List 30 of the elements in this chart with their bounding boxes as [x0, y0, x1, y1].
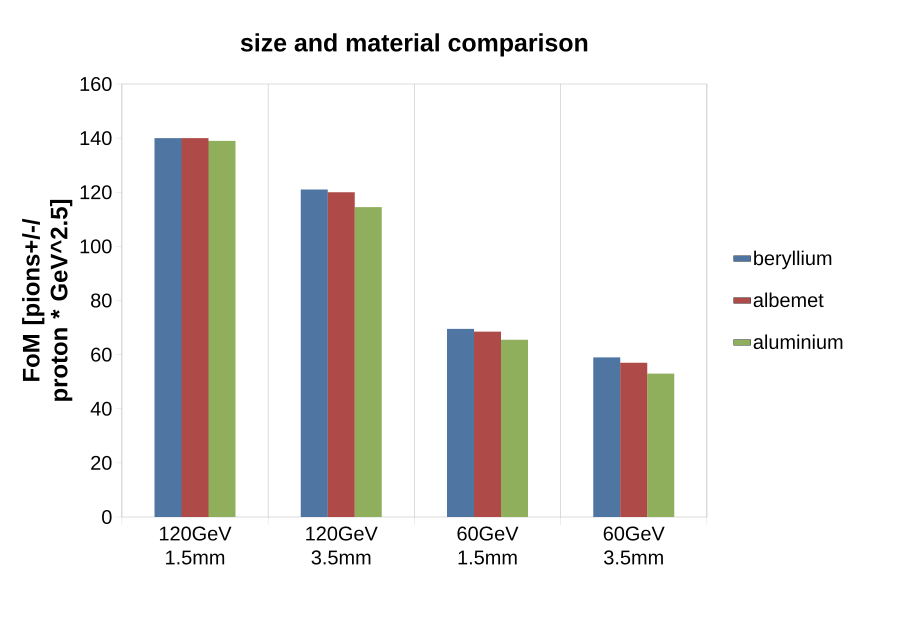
- bar: [154, 138, 182, 517]
- bar: [501, 340, 528, 517]
- x-tick-label: 60GeV 3.5mm: [604, 526, 665, 565]
- y-tick-label: 160: [80, 76, 112, 92]
- bar: [300, 190, 328, 517]
- bar: [208, 140, 236, 517]
- y-tick-label: 40: [90, 402, 112, 416]
- bar: [328, 192, 355, 517]
- bar: [620, 362, 648, 517]
- y-tick-label: 60: [91, 348, 112, 362]
- y-tick-label: 100: [80, 239, 112, 254]
- legend-label: albemet: [754, 292, 824, 308]
- legend-label: aluminium: [754, 334, 842, 350]
- y-tick-label: 20: [91, 456, 112, 470]
- bar: [647, 374, 674, 517]
- bar: [182, 138, 208, 517]
- y-axis-title: FoM [pions+/-/ proton * GeV^2.5]: [22, 200, 72, 401]
- y-tick-label: 80: [91, 293, 112, 308]
- x-tick-label: 120GeV 1.5mm: [160, 526, 232, 565]
- bar: [474, 332, 502, 517]
- y-tick-label: 140: [80, 131, 112, 146]
- bar: [354, 207, 382, 517]
- bar: [593, 357, 620, 517]
- chart-title: size and material comparison: [240, 33, 588, 56]
- x-tick-label: 120GeV 3.5mm: [306, 526, 378, 565]
- y-tick-label: 120: [80, 185, 112, 200]
- x-tick-label: 60GeV 1.5mm: [458, 526, 518, 565]
- y-tick-label: 0: [102, 510, 112, 524]
- legend-label: beryllium: [754, 250, 832, 270]
- bar: [447, 328, 474, 517]
